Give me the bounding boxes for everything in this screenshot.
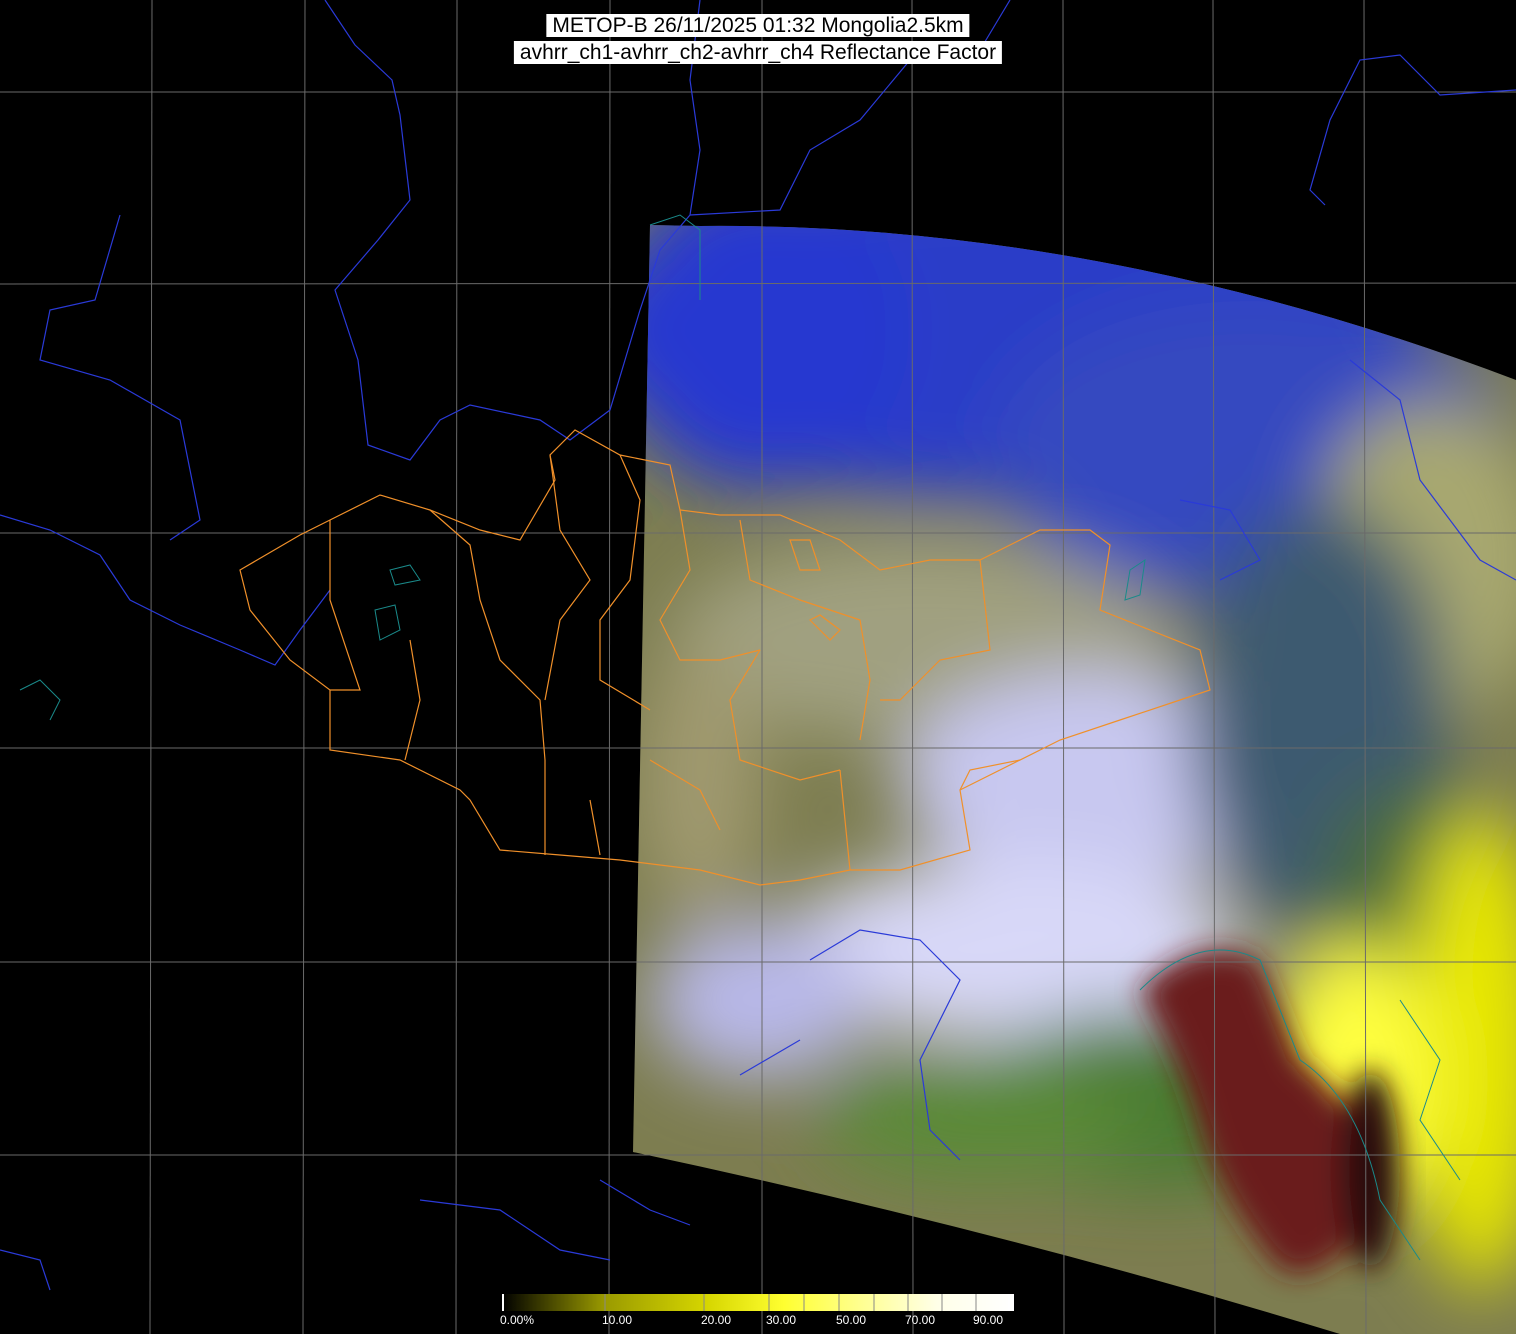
colorbar-tick-label: 90.00: [973, 1313, 1004, 1327]
colorbar-tick-label: 50.00: [836, 1313, 867, 1327]
colorbar-tick-label: 30.00: [766, 1313, 797, 1327]
coastlines: [19, 214, 1461, 1261]
province-borders: [239, 429, 1211, 886]
title-line-1: METOP-B 26/11/2025 01:32 Mongolia2.5km: [546, 14, 970, 37]
colorbar-tick-label: 70.00: [905, 1313, 936, 1327]
colorbar: [502, 1294, 1014, 1311]
colorbar-tick-label: 0.00%: [500, 1313, 535, 1327]
colorbar-tick-label: 20.00: [701, 1313, 732, 1327]
colorbar-gradient: [502, 1294, 1014, 1311]
colorbar-tick-label: 10.00: [602, 1313, 633, 1327]
satellite-swath: [633, 225, 1516, 1334]
country-borders: [0, 0, 1516, 1291]
title-line-2: avhrr_ch1-avhrr_ch2-avhrr_ch4 Reflectanc…: [513, 41, 1003, 64]
